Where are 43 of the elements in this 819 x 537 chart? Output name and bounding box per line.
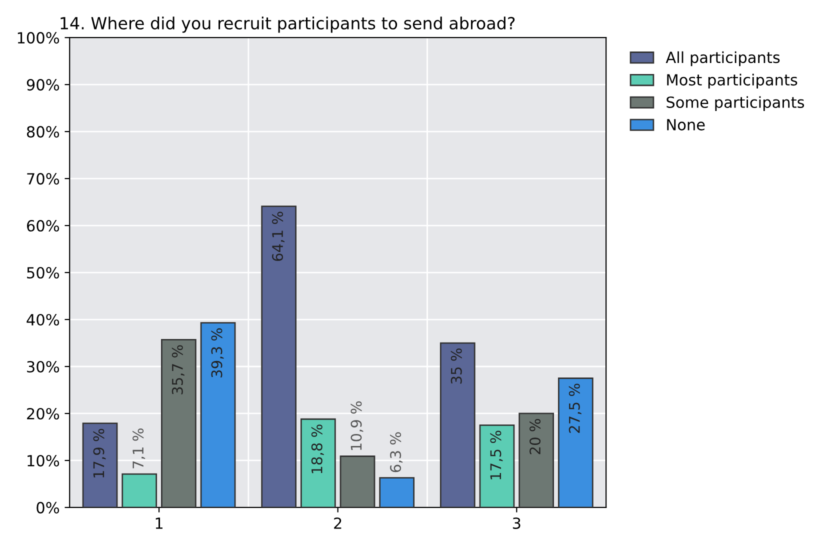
data-label: 18,8 % (311, 424, 324, 474)
data-label: 35 % (450, 348, 462, 384)
legend-label: Some participants (666, 96, 804, 111)
y-tick-label: 30% (27, 360, 60, 373)
y-tick-label: 50% (27, 266, 60, 279)
x-tick-label: 2 (334, 517, 342, 529)
bar (440, 342, 476, 508)
y-tick-label: 80% (26, 126, 60, 138)
legend-label: All participants (666, 51, 780, 66)
bar (558, 378, 594, 508)
y-tick-label: 0% (36, 502, 60, 514)
x-tick-label: 3 (512, 517, 520, 530)
data-label: 6,3 % (390, 432, 403, 472)
bar (379, 477, 415, 508)
y-tick-label: 60% (27, 220, 60, 232)
data-label: 35,7 % (172, 345, 184, 394)
bar (122, 473, 158, 508)
y-tick-label: 90% (26, 79, 60, 91)
bar (200, 322, 236, 508)
bar (261, 206, 297, 508)
y-tick-label: 40% (26, 314, 60, 326)
y-tick-label: 10% (28, 454, 60, 466)
bar (518, 412, 554, 508)
data-label: 27,5 % (568, 384, 582, 433)
data-label: 17,5 % (490, 430, 503, 480)
data-label: 17,9 % (93, 428, 106, 478)
y-tick-label: 20% (27, 408, 60, 420)
data-label: 20 % (530, 418, 541, 454)
y-tick-label: 70% (27, 173, 60, 185)
y-tick-label: 100% (18, 32, 60, 44)
bar (340, 456, 376, 508)
data-label: 39,3 % (211, 328, 224, 378)
legend-label: Most participants (667, 74, 798, 89)
bar (300, 418, 336, 508)
data-label: 7,1 % (132, 428, 146, 468)
bar (82, 422, 118, 508)
legend-label: None (667, 119, 705, 130)
x-tick-label: 1 (156, 518, 162, 529)
chart-title: 14. Where did you recruit participants to send abroad? (60, 16, 515, 33)
data-label: 64,1 % (272, 212, 285, 261)
bar (161, 339, 196, 508)
data-label: 10,9 % (350, 401, 364, 450)
bar (479, 424, 515, 508)
